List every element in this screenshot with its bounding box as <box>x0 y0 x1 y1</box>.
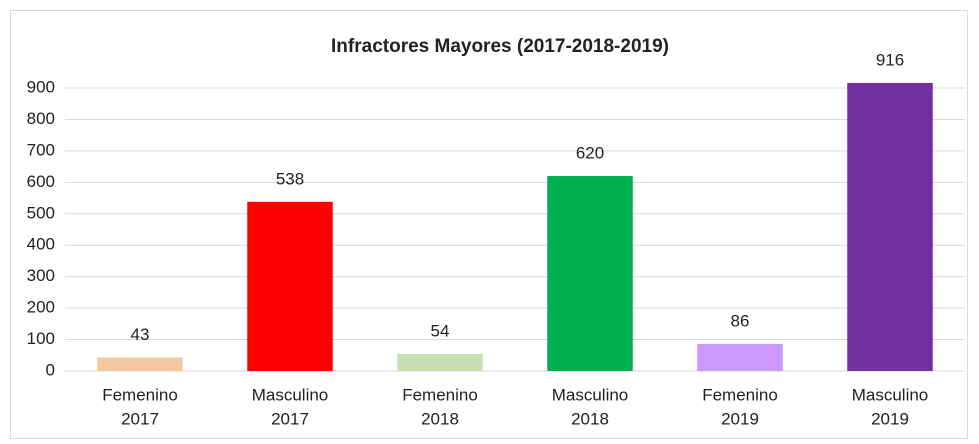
x-tick-label: Femenino <box>102 385 178 404</box>
x-tick-label: 2017 <box>121 409 159 428</box>
bar <box>247 201 333 371</box>
x-tick-label: Masculino <box>552 385 629 404</box>
bar <box>697 343 783 371</box>
x-tick-label: Femenino <box>402 385 478 404</box>
bar <box>847 82 933 372</box>
x-tick-label: 2019 <box>721 409 759 428</box>
y-tick-label: 900 <box>27 77 55 96</box>
y-tick-label: 100 <box>27 329 55 348</box>
y-tick-label: 500 <box>27 203 55 222</box>
data-label: 54 <box>431 322 450 341</box>
bar <box>547 176 633 371</box>
y-tick-label: 400 <box>27 235 55 254</box>
chart-border <box>10 10 968 439</box>
x-tick-label: Femenino <box>702 385 778 404</box>
x-tick-label: Masculino <box>852 385 929 404</box>
bar <box>97 357 183 371</box>
chart-title: Infractores Mayores (2017-2018-2019) <box>331 36 669 57</box>
y-tick-label: 600 <box>27 172 55 191</box>
x-tick-label: 2018 <box>421 409 459 428</box>
x-tick-label: 2019 <box>871 409 909 428</box>
y-tick-label: 800 <box>27 109 55 128</box>
data-label: 86 <box>731 311 750 330</box>
y-tick-label: 0 <box>46 360 55 379</box>
data-label: 538 <box>276 169 304 188</box>
data-label: 620 <box>576 144 604 163</box>
data-label: 43 <box>131 325 150 344</box>
y-tick-label: 300 <box>27 266 55 285</box>
x-tick-label: Masculino <box>252 385 329 404</box>
bar <box>397 354 483 371</box>
y-tick-label: 700 <box>27 140 55 159</box>
y-tick-label: 200 <box>27 298 55 317</box>
x-tick-label: 2018 <box>571 409 609 428</box>
x-tick-label: 2017 <box>271 409 309 428</box>
data-label: 916 <box>876 50 904 69</box>
